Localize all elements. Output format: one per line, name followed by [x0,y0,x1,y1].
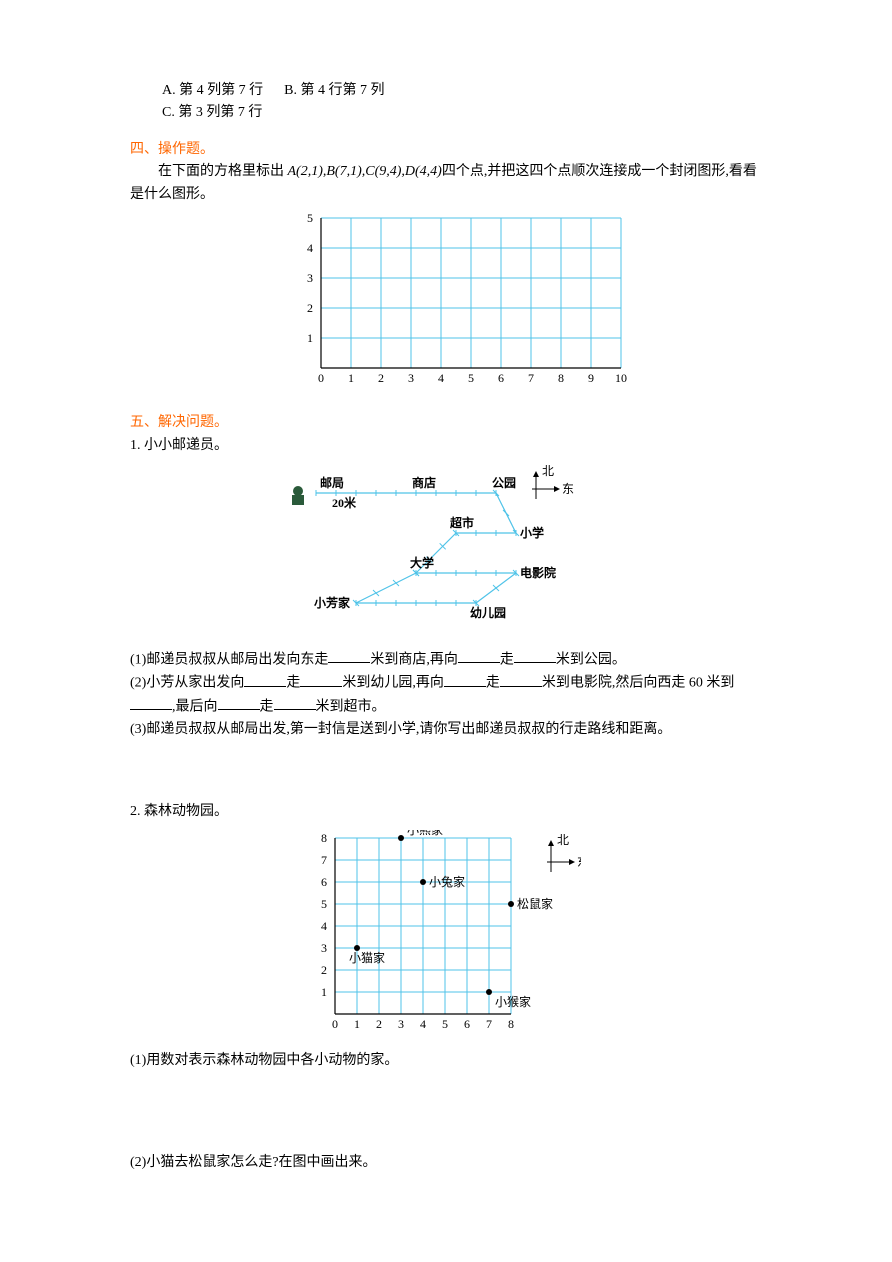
blank[interactable] [274,695,316,710]
svg-text:7: 7 [486,1017,492,1031]
mc-opt-c-row: C. 第 3 列第 7 行 [130,102,762,124]
svg-text:公园: 公园 [492,476,516,490]
q1-l2a: (2)小芳从家出发向 [130,676,244,691]
svg-text:电影院: 电影院 [520,565,556,580]
svg-text:4: 4 [307,241,313,255]
section-4-prompt: 在下面的方格里标出 A(2,1),B(7,1),C(9,4),D(4,4)四个点… [130,161,762,206]
svg-text:1: 1 [348,371,354,385]
svg-text:小学: 小学 [520,525,544,540]
svg-text:3: 3 [398,1017,404,1031]
q1-l2f: ,最后向 [172,699,218,714]
svg-text:大学: 大学 [410,555,434,570]
q1-l1b: 米到商店,再向 [370,652,458,667]
q1-l2b: 走 [286,676,300,691]
svg-text:4: 4 [420,1017,426,1031]
q1-line1: (1)邮递员叔叔从邮局出发向东走 米到商店,再向 走 米到公园。 [130,648,762,672]
sec4-points: A(2,1),B(7,1),C(9,4),D(4,4) [288,164,442,179]
svg-text:7: 7 [321,853,327,867]
blank[interactable] [130,695,172,710]
grid2-svg: 0 1 2 3 4 5 6 7 8 1 2 3 4 5 6 7 8 小熊家小兔家松鼠家小猫家小猴家 北东 [311,830,581,1036]
svg-text:4: 4 [321,919,327,933]
q2-line2: (2)小猫去松鼠家怎么走?在图中画出来。 [130,1152,762,1174]
blank[interactable] [328,648,370,663]
blank[interactable] [444,671,486,686]
svg-text:幼儿园: 幼儿园 [470,605,506,620]
svg-text:0: 0 [332,1017,338,1031]
q1-l1c: 走 [500,652,514,667]
svg-text:0: 0 [318,371,324,385]
svg-text:6: 6 [321,875,327,889]
svg-text:8: 8 [558,371,564,385]
svg-text:7: 7 [528,371,534,385]
q1-l1a: (1)邮递员叔叔从邮局出发向东走 [130,652,328,667]
q1-l2c: 米到幼儿园,再向 [342,676,444,691]
svg-text:2: 2 [376,1017,382,1031]
q2-line1: (1)用数对表示森林动物园中各小动物的家。 [130,1050,762,1072]
svg-text:5: 5 [468,371,474,385]
svg-text:2: 2 [321,963,327,977]
svg-text:6: 6 [464,1017,470,1031]
mc-opt-b: B. 第 4 行第 7 列 [284,83,384,98]
blank[interactable] [500,671,542,686]
svg-text:小芳家: 小芳家 [314,595,351,610]
svg-text:超市: 超市 [449,515,474,530]
map1-svg: 邮局 商店 公园超市小学大学电影院小芳家幼儿园 20米 北东 [266,463,626,633]
svg-text:北: 北 [542,464,554,478]
q1-l2e: 米到电影院,然后向西走 60 米到 [542,676,735,691]
q1-l2d: 走 [486,676,500,691]
svg-text:5: 5 [307,212,313,225]
svg-text:2: 2 [307,301,313,315]
svg-text:东: 东 [577,855,581,869]
svg-text:8: 8 [321,831,327,845]
svg-text:9: 9 [588,371,594,385]
svg-text:北: 北 [557,833,569,847]
svg-text:5: 5 [442,1017,448,1031]
svg-text:4: 4 [438,371,444,385]
svg-text:小猫家: 小猫家 [349,950,385,965]
q2-title: 2. 森林动物园。 [130,801,762,823]
mc-opt-a: A. 第 4 列第 7 行 [162,83,263,98]
blank[interactable] [218,695,260,710]
q1-title: 1. 小小邮递员。 [130,435,762,457]
svg-text:商店: 商店 [412,475,436,490]
svg-text:1: 1 [321,985,327,999]
svg-text:东: 东 [562,482,574,496]
q1-line3: (3)邮递员叔叔从邮局出发,第一封信是送到小学,请你写出邮递员叔叔的行走路线和距… [130,719,762,741]
section-5-title: 五、解决问题。 [130,412,762,434]
svg-text:3: 3 [321,941,327,955]
grid2-figure: 0 1 2 3 4 5 6 7 8 1 2 3 4 5 6 7 8 小熊家小兔家松鼠家小猫家小猴家 北东 [130,830,762,1044]
map1-figure: 邮局 商店 公园超市小学大学电影院小芳家幼儿园 20米 北东 [130,463,762,641]
q1-line2: (2)小芳从家出发向走米到幼儿园,再向走米到电影院,然后向西走 60 米到,最后… [130,671,762,719]
svg-text:小猴家: 小猴家 [495,994,531,1009]
svg-text:3: 3 [408,371,414,385]
svg-text:5: 5 [321,897,327,911]
sec4-prefix: 在下面的方格里标出 [158,164,288,179]
svg-text:20米: 20米 [332,495,357,510]
blank[interactable] [514,648,556,663]
svg-text:3: 3 [307,271,313,285]
svg-text:1: 1 [354,1017,360,1031]
svg-text:小兔家: 小兔家 [429,874,465,889]
svg-text:1: 1 [307,331,313,345]
svg-text:6: 6 [498,371,504,385]
grid1-svg: 0 1 2 3 4 5 6 7 8 9 10 1 2 3 4 5 [297,212,627,390]
mc-opt-c: C. 第 3 列第 7 行 [162,105,262,120]
svg-text:松鼠家: 松鼠家 [517,896,553,911]
grid1-figure: 0 1 2 3 4 5 6 7 8 9 10 1 2 3 4 5 [162,212,762,398]
q1-l1d: 米到公园。 [556,652,626,667]
svg-text:邮局: 邮局 [320,475,344,490]
blank[interactable] [458,648,500,663]
svg-text:10: 10 [615,371,627,385]
section-4-title: 四、操作题。 [130,139,762,161]
blank[interactable] [244,671,286,686]
blank[interactable] [300,671,342,686]
mc-options: A. 第 4 列第 7 行 B. 第 4 行第 7 列 [130,80,762,102]
q1-l2g: 走 [260,699,274,714]
svg-text:小熊家: 小熊家 [407,830,443,837]
svg-text:2: 2 [378,371,384,385]
svg-text:8: 8 [508,1017,514,1031]
q1-l2h: 米到超市。 [316,699,386,714]
